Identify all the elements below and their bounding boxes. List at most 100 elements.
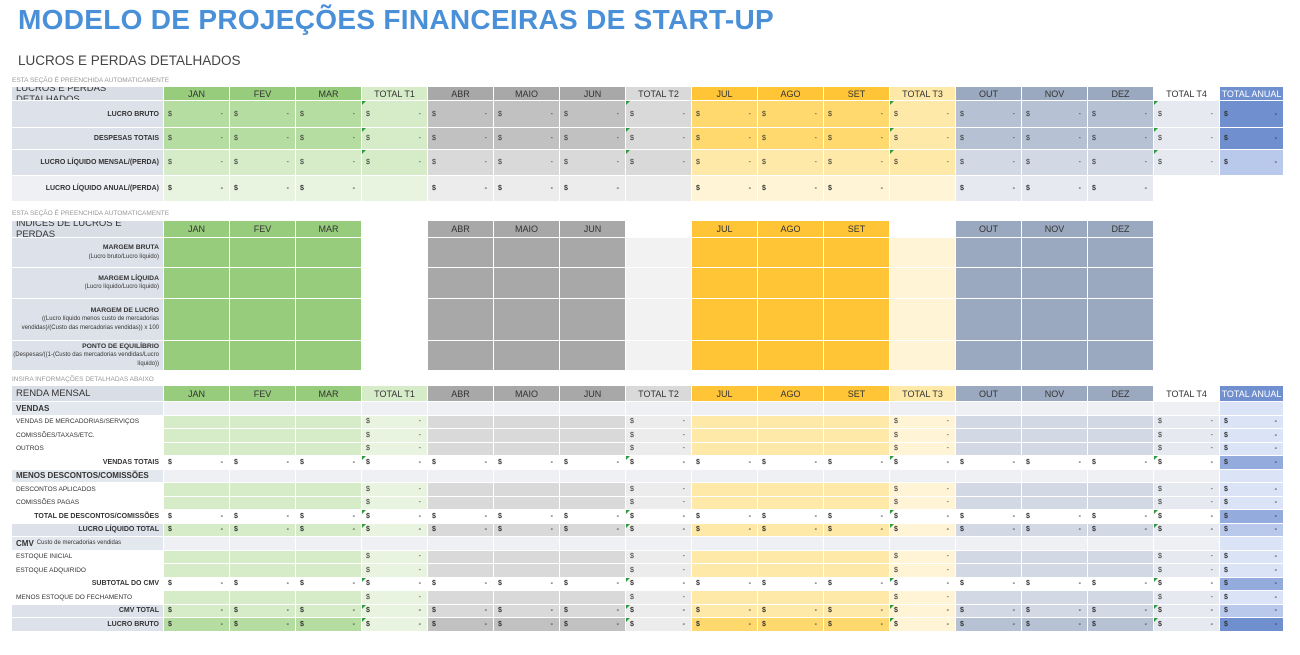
value-cell[interactable] [956,496,1022,510]
value-cell[interactable] [494,550,560,564]
value-cell[interactable] [296,415,362,429]
value-cell[interactable] [824,591,890,605]
value-cell[interactable] [164,483,230,497]
value-cell[interactable] [296,429,362,443]
value-cell[interactable] [692,415,758,429]
value-cell[interactable] [560,483,626,497]
value-cell[interactable] [758,442,824,456]
value-cell[interactable] [494,442,560,456]
currency-symbol: $ [696,580,700,588]
value-cell[interactable] [164,429,230,443]
value-cell[interactable] [758,429,824,443]
value-cell[interactable] [560,442,626,456]
value-cell[interactable] [824,496,890,510]
value-cell[interactable] [296,442,362,456]
value-cell[interactable] [230,429,296,443]
value-cell[interactable] [164,550,230,564]
value-cell[interactable] [1088,483,1154,497]
value-cell[interactable] [956,429,1022,443]
value-cell[interactable] [560,550,626,564]
value-cell[interactable] [956,483,1022,497]
value-cell[interactable] [296,550,362,564]
value-cell[interactable] [692,496,758,510]
value-cell[interactable] [494,496,560,510]
value-cell[interactable] [692,591,758,605]
value-cell[interactable] [560,591,626,605]
value-cell[interactable] [230,564,296,578]
value-cell[interactable] [956,550,1022,564]
value-cell[interactable] [1022,591,1088,605]
value-cell[interactable] [494,564,560,578]
value-cell[interactable] [494,591,560,605]
value-cell[interactable] [1022,564,1088,578]
value-cell[interactable] [956,442,1022,456]
value-cell[interactable] [1088,415,1154,429]
value-cell[interactable] [428,415,494,429]
value-cell[interactable] [1088,550,1154,564]
value-cell[interactable] [296,496,362,510]
value-cell[interactable] [1088,496,1154,510]
value-cell[interactable] [560,564,626,578]
currency-value: $ - [362,150,427,175]
value-cell[interactable] [494,429,560,443]
value-cell[interactable] [164,591,230,605]
value-cell[interactable] [824,564,890,578]
value-cell[interactable] [956,564,1022,578]
value-cell[interactable] [1088,591,1154,605]
value-cell: $ - [362,429,428,443]
value-cell[interactable] [164,496,230,510]
value-cell[interactable] [692,550,758,564]
value-cell[interactable] [692,429,758,443]
value-cell[interactable] [692,564,758,578]
value-cell[interactable] [296,483,362,497]
value-cell[interactable] [230,496,296,510]
value-cell[interactable] [230,483,296,497]
value-cell[interactable] [230,442,296,456]
value-cell[interactable] [296,564,362,578]
value-cell[interactable] [428,550,494,564]
value-cell[interactable] [1022,483,1088,497]
value-cell[interactable] [1022,429,1088,443]
value-cell[interactable] [428,564,494,578]
value-cell[interactable] [758,550,824,564]
value-cell[interactable] [824,550,890,564]
value-cell[interactable] [956,591,1022,605]
value-cell[interactable] [296,591,362,605]
value-cell[interactable] [1022,415,1088,429]
value-cell[interactable] [1088,564,1154,578]
value-cell[interactable] [560,415,626,429]
value-cell[interactable] [164,415,230,429]
value-cell[interactable] [1022,442,1088,456]
value-cell[interactable] [428,496,494,510]
value-cell[interactable] [428,442,494,456]
value-cell[interactable] [824,483,890,497]
value-cell[interactable] [692,483,758,497]
value-cell[interactable] [560,429,626,443]
value-cell[interactable] [230,415,296,429]
value-cell[interactable] [1088,429,1154,443]
value-cell[interactable] [428,591,494,605]
value-cell[interactable] [164,564,230,578]
value-cell[interactable] [230,550,296,564]
value-cell[interactable] [758,564,824,578]
value-cell[interactable] [428,483,494,497]
value-cell[interactable] [758,415,824,429]
value-cell[interactable] [824,415,890,429]
value-cell[interactable] [494,415,560,429]
value-cell[interactable] [494,483,560,497]
value-cell[interactable] [824,429,890,443]
value-cell[interactable] [824,442,890,456]
quarter-total-header [1154,221,1220,238]
value-cell[interactable] [758,483,824,497]
value-cell[interactable] [428,429,494,443]
value-cell[interactable] [758,591,824,605]
value-cell[interactable] [560,496,626,510]
value-cell[interactable] [1022,496,1088,510]
value-cell[interactable] [758,496,824,510]
value-cell[interactable] [1088,442,1154,456]
value-cell[interactable] [692,442,758,456]
value-cell[interactable] [956,415,1022,429]
value-cell[interactable] [1022,550,1088,564]
value-cell[interactable] [230,591,296,605]
value-cell[interactable] [164,442,230,456]
